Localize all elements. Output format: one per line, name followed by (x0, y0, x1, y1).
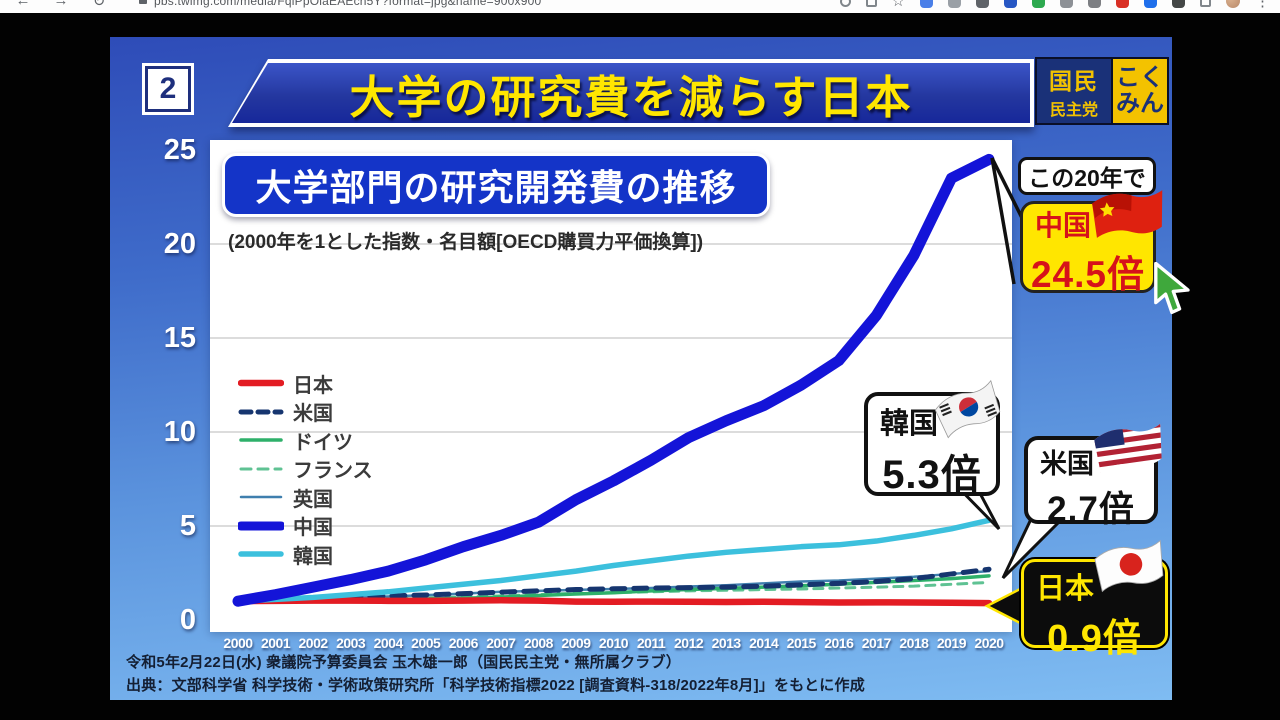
party-logo: 国民 民主党 こく みん (1035, 57, 1169, 125)
menu-kebab-icon[interactable]: ⋮ (1255, 0, 1270, 10)
bookmark-star-icon[interactable]: ☆ (891, 0, 905, 10)
ext-chat-icon[interactable] (920, 0, 933, 8)
forward-icon[interactable]: → (53, 0, 69, 9)
ext-m-icon[interactable] (948, 0, 961, 8)
x-tick-label: 2012 (674, 635, 704, 651)
window-icon[interactable] (1200, 0, 1211, 7)
legend-item-uk: 英国 (238, 483, 373, 512)
ext-translate-icon[interactable] (1060, 0, 1073, 8)
search-icon[interactable] (839, 0, 851, 7)
site-security-lock-icon[interactable] (138, 0, 148, 10)
korea-flag-icon (926, 374, 1013, 452)
legend-swatch-china (238, 521, 284, 531)
mouse-cursor (1152, 261, 1196, 323)
series-line-korea (235, 517, 992, 604)
legend-item-japan: 日本 (238, 369, 373, 398)
legend-item-korea: 韓国 (238, 540, 373, 569)
legend-item-us: 米国 (238, 398, 373, 427)
x-tick-label: 2005 (411, 635, 441, 651)
x-tick-label: 2017 (861, 635, 892, 651)
y-tick-label: 5 (179, 510, 196, 542)
legend-swatch-japan (238, 380, 284, 387)
chart-title-box: 大学部門の研究開発費の推移 (222, 153, 770, 217)
x-tick-label: 2006 (448, 635, 479, 651)
browser-toolbar: ← → ↻ pbs.twimg.com/media/FqiPpOiaEAEch5Y?… (0, 0, 1280, 13)
chart-lines (210, 153, 1012, 607)
x-tick-label: 2009 (561, 635, 591, 651)
extensions-puzzle-icon[interactable] (1172, 0, 1185, 8)
callout-period: この20年で (1018, 157, 1156, 195)
footer-attribution: 令和5年2月22日(水) 衆議院予算委員会 玉木雄一郎（国民民主党・無所属クラブ… (126, 654, 681, 671)
legend-label: フランス (293, 460, 373, 483)
y-tick-label: 20 (163, 228, 196, 260)
chart-title: 大学部門の研究開発費の推移 (255, 167, 737, 208)
y-tick-label: 25 (163, 134, 196, 166)
share-icon[interactable] (865, 0, 877, 7)
legend-label: 日本 (293, 374, 333, 397)
series-line-china (232, 153, 995, 607)
legend-item-france: フランス (238, 455, 373, 484)
slide-title-banner: 大学の研究費を減らす日本 (228, 59, 1034, 127)
y-tick-label: 10 (163, 416, 196, 448)
x-tick-label: 2018 (899, 635, 929, 651)
x-tick-label: 2020 (974, 635, 1004, 651)
ext-info-icon[interactable] (1088, 0, 1101, 8)
reload-icon[interactable]: ↻ (92, 0, 106, 10)
letterbox-background: 2 大学の研究費を減らす日本 国民 民主党 こく みん 大学部門の研究開発費の推… (0, 13, 1280, 720)
x-tick-label: 2010 (598, 635, 629, 651)
x-tick-label: 2003 (336, 635, 366, 651)
x-tick-label: 2011 (636, 635, 666, 651)
legend-swatch-korea (238, 551, 284, 557)
url-bar[interactable]: pbs.twimg.com/media/FqiPpOiaEAEch5Y?form… (154, 0, 542, 8)
y-tick-label: 15 (163, 322, 196, 354)
legend-label: 米国 (293, 403, 333, 426)
ext-mask-icon[interactable] (976, 0, 989, 8)
x-tick-label: 2015 (786, 635, 817, 651)
legend-label: 韓国 (293, 545, 333, 568)
japan-flag-icon (1088, 535, 1172, 605)
legend-label: ドイツ (293, 431, 353, 454)
slide-title: 大学の研究費を減らす日本 (349, 71, 913, 123)
series-line-japan (234, 597, 993, 607)
x-tick-label: 2004 (373, 635, 404, 651)
y-tick-label: 0 (179, 604, 196, 636)
legend-item-china: 中国 (238, 512, 373, 541)
series-line-us (235, 566, 992, 604)
x-tick-label: 2016 (824, 635, 854, 651)
x-tick-label: 2013 (711, 635, 742, 651)
avatar[interactable] (1226, 0, 1240, 8)
legend-swatch-france (239, 467, 283, 471)
chart-plot-area (210, 140, 1012, 632)
ext-shield-icon[interactable] (1116, 0, 1129, 8)
legend-item-germany: ドイツ (238, 426, 373, 455)
legend-swatch-us (238, 409, 284, 415)
tweet-image[interactable]: 2 大学の研究費を減らす日本 国民 民主党 こく みん 大学部門の研究開発費の推… (110, 37, 1172, 700)
legend-swatch-germany (239, 438, 283, 442)
legend-swatch-uk (239, 496, 283, 499)
ext-green-icon[interactable] (1032, 0, 1045, 8)
us-flag-icon (1086, 418, 1172, 486)
chart-legend: 日本米国ドイツフランス英国中国韓国 (238, 369, 373, 569)
ext-funnel-icon[interactable] (1004, 0, 1017, 8)
x-tick-label: 2019 (936, 635, 967, 651)
x-tick-label: 2007 (486, 635, 516, 651)
chart-subtitle: (2000年を1とした指数・名目額[OECD購買力平価換算]) (228, 232, 704, 253)
china-flag-icon (1085, 184, 1172, 252)
x-tick-label: 2014 (749, 635, 779, 651)
x-tick-label: 2000 (223, 635, 253, 651)
x-tick-label: 2001 (260, 635, 291, 651)
footer-source: 出典：文部科学省 科学技術・学術政策研究所「科学技術指標2022 [調査資料-3… (126, 677, 865, 694)
ext-blue-icon[interactable] (1144, 0, 1157, 8)
x-tick-label: 2002 (298, 635, 329, 651)
slide-number-badge: 2 (142, 63, 194, 115)
legend-label: 英国 (293, 488, 333, 511)
legend-label: 中国 (293, 517, 333, 540)
x-tick-label: 2008 (523, 635, 554, 651)
back-icon[interactable]: ← (15, 0, 31, 9)
